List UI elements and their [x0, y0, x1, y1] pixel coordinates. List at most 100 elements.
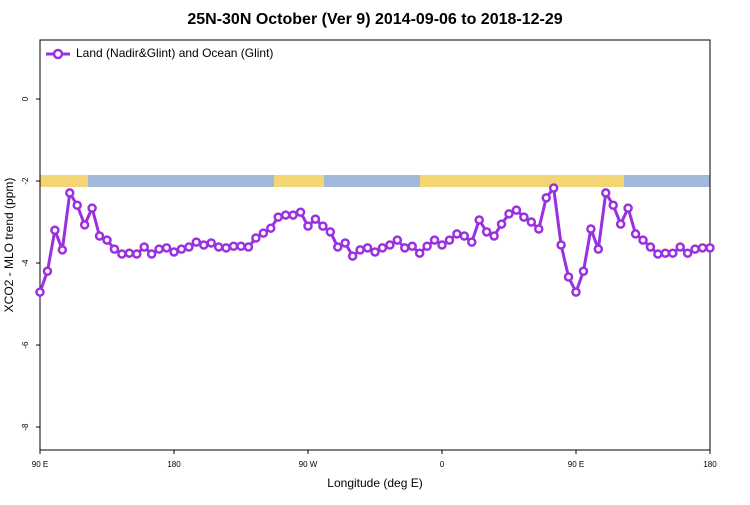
point [221, 243, 231, 253]
point [333, 242, 343, 252]
point [42, 266, 53, 276]
point [310, 214, 321, 224]
point [563, 272, 574, 282]
point [355, 245, 365, 255]
point [318, 221, 328, 231]
y-tick-label: 0 [21, 96, 30, 101]
land-ocean-strip [40, 175, 710, 187]
point [184, 242, 194, 252]
point [213, 242, 224, 252]
point [132, 249, 142, 259]
point [273, 212, 283, 222]
point [385, 240, 395, 250]
point [645, 242, 656, 252]
point [414, 248, 425, 258]
x-tick-label: 180 [167, 460, 181, 469]
point [65, 188, 75, 198]
point [578, 266, 589, 276]
point [615, 219, 626, 229]
point [705, 243, 715, 253]
point [653, 249, 663, 259]
point [35, 287, 45, 297]
y-axis-label: XCO2 - MLO trend (ppm) [2, 178, 16, 313]
point [50, 225, 60, 235]
point [586, 224, 596, 234]
point [362, 243, 373, 253]
x-axis-label: Longitude (deg E) [327, 476, 422, 490]
point [251, 233, 261, 243]
point [682, 248, 693, 258]
point [571, 287, 581, 297]
point [258, 228, 269, 238]
legend-label: Land (Nadir&Glint) and Ocean (Glint) [76, 46, 273, 60]
point [668, 248, 678, 258]
point [697, 243, 708, 253]
point [303, 221, 313, 231]
x-tick-label: 180 [703, 460, 717, 469]
point [392, 235, 403, 245]
point [690, 244, 700, 254]
point [467, 237, 477, 247]
point [169, 247, 179, 257]
point [94, 231, 105, 241]
point [675, 242, 685, 252]
point [102, 235, 112, 245]
point [474, 215, 484, 225]
point [608, 200, 618, 210]
point [57, 245, 68, 255]
point [79, 220, 90, 230]
point [548, 183, 559, 193]
point [459, 231, 470, 241]
point [109, 244, 120, 254]
point [124, 248, 135, 258]
legend-marker [52, 48, 64, 60]
point [444, 235, 455, 245]
chart-title: 25N-30N October (Ver 9) 2014-09-06 to 20… [187, 11, 562, 28]
land-band [420, 175, 624, 187]
land-band [274, 175, 324, 187]
point [519, 212, 529, 222]
point [117, 249, 127, 259]
point [347, 251, 358, 261]
point [288, 210, 298, 220]
point [452, 229, 462, 239]
point [638, 235, 648, 245]
point [496, 219, 507, 229]
y-tick-label: -2 [21, 177, 30, 185]
point [526, 217, 537, 227]
point [370, 247, 380, 257]
point [340, 238, 350, 248]
x-tick-label: 90 E [32, 460, 48, 469]
point [139, 242, 149, 252]
point [87, 203, 97, 213]
point [481, 227, 492, 237]
point [504, 209, 514, 219]
point [243, 242, 254, 252]
point [161, 243, 172, 253]
point [325, 227, 336, 237]
y-tick-label: -8 [21, 423, 30, 431]
y-tick-label: -6 [21, 341, 30, 349]
point [199, 240, 209, 250]
point [534, 224, 544, 234]
point [407, 241, 417, 251]
x-tick-label: 90 E [568, 460, 584, 469]
point [511, 205, 522, 215]
point [660, 248, 671, 258]
point [429, 235, 440, 245]
y-tick-label: -4 [21, 259, 30, 267]
point [154, 244, 164, 254]
point [556, 240, 566, 250]
x-tick-label: 90 W [299, 460, 318, 469]
point [541, 193, 551, 203]
point [400, 243, 410, 253]
point [72, 200, 82, 210]
point [176, 244, 187, 254]
point [236, 241, 246, 251]
x-tick-label: 0 [440, 460, 445, 469]
point [295, 207, 306, 217]
point [266, 223, 276, 233]
point [228, 241, 239, 251]
